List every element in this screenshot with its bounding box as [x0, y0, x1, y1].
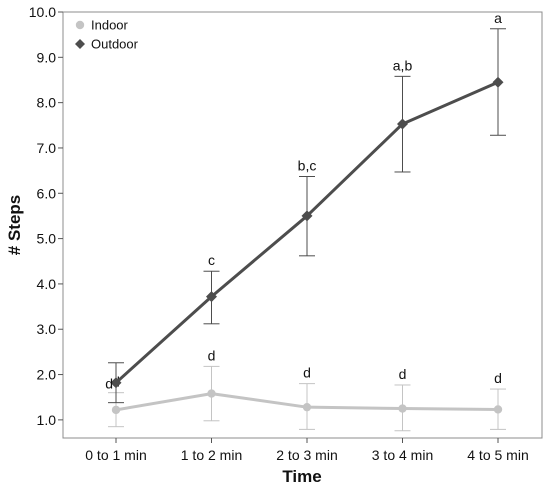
- series-outdoor: d c b,c a,b a: [105, 10, 506, 404]
- y-tick-label: 7.0: [37, 140, 57, 156]
- legend-indoor-marker: [75, 20, 85, 30]
- annotation-indoor: d: [208, 347, 216, 363]
- y-tick-label: 4.0: [37, 276, 57, 292]
- y-tick-label: 9.0: [37, 49, 57, 65]
- data-point-indoor: [207, 389, 216, 398]
- annotation-outdoor: a,b: [393, 57, 413, 73]
- y-tick-label: 5.0: [37, 231, 57, 247]
- data-point-outdoor: [206, 291, 217, 303]
- annotation-outdoor: b,c: [298, 158, 317, 174]
- data-point-outdoor: [110, 377, 122, 389]
- y-tick-label: 8.0: [37, 95, 57, 111]
- data-point-outdoor: [492, 76, 504, 88]
- legend: Indoor Outdoor: [75, 18, 139, 52]
- legend-outdoor-label: Outdoor: [91, 37, 139, 52]
- legend-outdoor-marker: [75, 39, 85, 49]
- y-axis: 1.0 2.0 3.0 4.0 5.0 6.0 7.0 8.0 9.0 10.0: [29, 4, 63, 428]
- x-axis-title: Time: [282, 467, 321, 486]
- x-axis: 0 to 1 min 1 to 2 min 2 to 3 min 3 to 4 min…: [85, 438, 529, 463]
- annotation-indoor: d: [494, 370, 502, 386]
- y-axis-title: # Steps: [5, 195, 24, 255]
- x-tick-label: 0 to 1 min: [85, 447, 146, 463]
- annotation-indoor: d: [399, 366, 407, 382]
- annotation-indoor: d: [303, 365, 311, 381]
- y-tick-label: 3.0: [37, 321, 57, 337]
- series-indoor: d d d d d: [108, 347, 506, 432]
- data-point-indoor: [111, 405, 121, 415]
- x-tick-label: 1 to 2 min: [181, 447, 242, 463]
- plot-frame: [62, 11, 543, 439]
- data-point-outdoor: [397, 118, 408, 130]
- annotation-outdoor: d: [105, 376, 113, 392]
- annotation-outdoor: a: [494, 10, 502, 26]
- data-point-indoor: [302, 402, 312, 412]
- data-point-outdoor: [301, 210, 313, 222]
- data-point-indoor: [493, 405, 503, 414]
- legend-indoor-label: Indoor: [91, 18, 129, 33]
- x-tick-label: 3 to 4 min: [372, 447, 433, 463]
- y-tick-label: 1.0: [37, 412, 57, 428]
- x-tick-label: 4 to 5 min: [467, 447, 528, 463]
- x-tick-label: 2 to 3 min: [276, 447, 337, 463]
- data-point-indoor: [398, 404, 407, 413]
- series-layer: ddddddcb,ca,ba: [105, 10, 506, 432]
- y-tick-label: 10.0: [29, 4, 56, 20]
- annotation-outdoor: c: [208, 252, 215, 268]
- y-tick-label: 6.0: [37, 185, 57, 201]
- y-tick-label: 2.0: [37, 367, 57, 383]
